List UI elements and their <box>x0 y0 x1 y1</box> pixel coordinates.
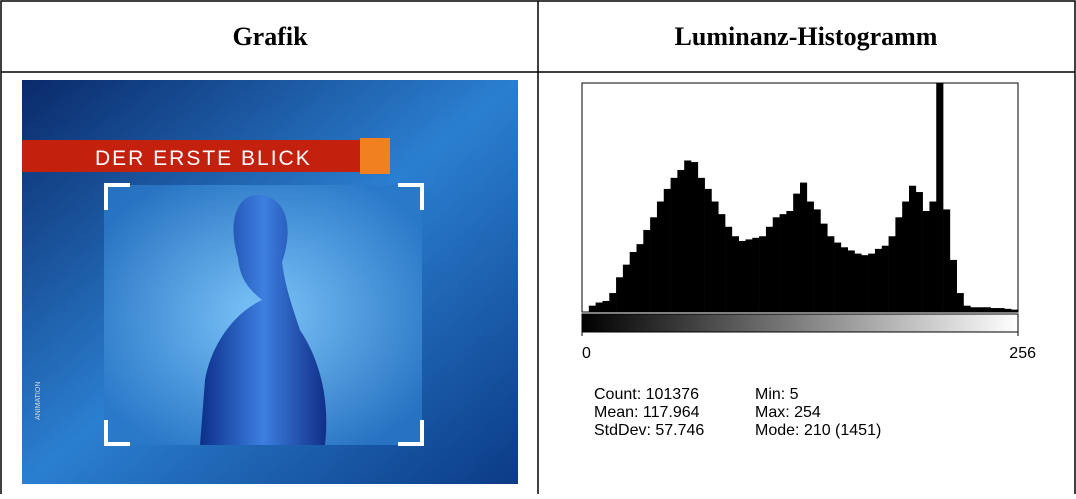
bar <box>779 214 787 312</box>
bar <box>936 83 944 312</box>
bar <box>622 264 630 312</box>
bar <box>643 229 651 312</box>
bar <box>636 244 644 312</box>
x-tick-label: 256 <box>1009 345 1036 362</box>
bar <box>684 160 692 312</box>
header: Grafik <box>232 22 308 51</box>
bar <box>861 255 869 312</box>
bar <box>595 302 603 312</box>
bar <box>1011 309 1019 312</box>
bar <box>902 201 910 312</box>
bar <box>759 236 767 312</box>
bar <box>922 210 930 312</box>
bar <box>915 192 923 312</box>
x-tick-label: 0 <box>582 345 591 362</box>
bar <box>881 245 889 312</box>
bar <box>697 177 705 312</box>
bar <box>704 188 712 312</box>
bar <box>990 308 998 312</box>
picture: DER ERSTE BLICK ANIMATION <box>22 80 518 484</box>
bar <box>929 201 937 312</box>
bar <box>970 307 978 312</box>
stat-text: StdDev: 57.746 <box>594 422 704 439</box>
bar <box>895 217 903 312</box>
header: Luminanz-Histogramm <box>675 22 938 51</box>
bar <box>1004 308 1012 312</box>
bar <box>602 300 610 312</box>
bar <box>677 169 685 312</box>
banner-text: DER ERSTE BLICK <box>95 147 312 170</box>
bar <box>820 223 828 312</box>
luminance-bar <box>581 313 1019 333</box>
bar <box>650 217 658 312</box>
bar <box>997 308 1005 312</box>
bar <box>745 239 753 312</box>
bar <box>656 201 665 312</box>
bar <box>793 193 801 312</box>
bar <box>868 253 876 312</box>
bar <box>949 259 957 312</box>
bar <box>738 240 746 312</box>
histogram: 0 256 <box>581 82 1036 362</box>
bar <box>765 226 774 312</box>
bar <box>963 305 971 312</box>
bar <box>854 253 862 312</box>
bar <box>588 305 596 312</box>
bar <box>956 293 964 312</box>
bar <box>691 162 699 312</box>
bar <box>670 177 678 312</box>
bar <box>718 214 726 312</box>
bar <box>806 201 814 312</box>
stat-text: Mean: 117.964 <box>594 404 700 421</box>
stat-text: Max: 254 <box>755 404 821 421</box>
bar <box>813 209 821 312</box>
bar <box>663 188 671 312</box>
bar <box>888 236 896 312</box>
stat-text: Min: 5 <box>755 386 799 403</box>
bar <box>616 277 624 312</box>
bar <box>840 247 848 312</box>
bar <box>725 226 733 312</box>
bar <box>874 248 883 312</box>
bar <box>943 209 951 312</box>
bar <box>786 210 794 312</box>
bar <box>731 236 739 312</box>
bar <box>772 217 780 312</box>
bar <box>977 307 985 312</box>
bar <box>827 236 835 312</box>
bar <box>983 307 992 312</box>
bar <box>834 242 842 312</box>
bar <box>752 237 760 312</box>
side-label: ANIMATION <box>35 382 42 420</box>
bar <box>847 250 855 312</box>
bar <box>629 252 637 312</box>
bar <box>909 185 917 312</box>
bar <box>800 182 808 312</box>
stat-text: Mode: 210 (1451) <box>755 422 881 439</box>
bar <box>711 201 719 312</box>
bar <box>609 293 617 312</box>
stat-text: Count: 101376 <box>594 386 699 403</box>
